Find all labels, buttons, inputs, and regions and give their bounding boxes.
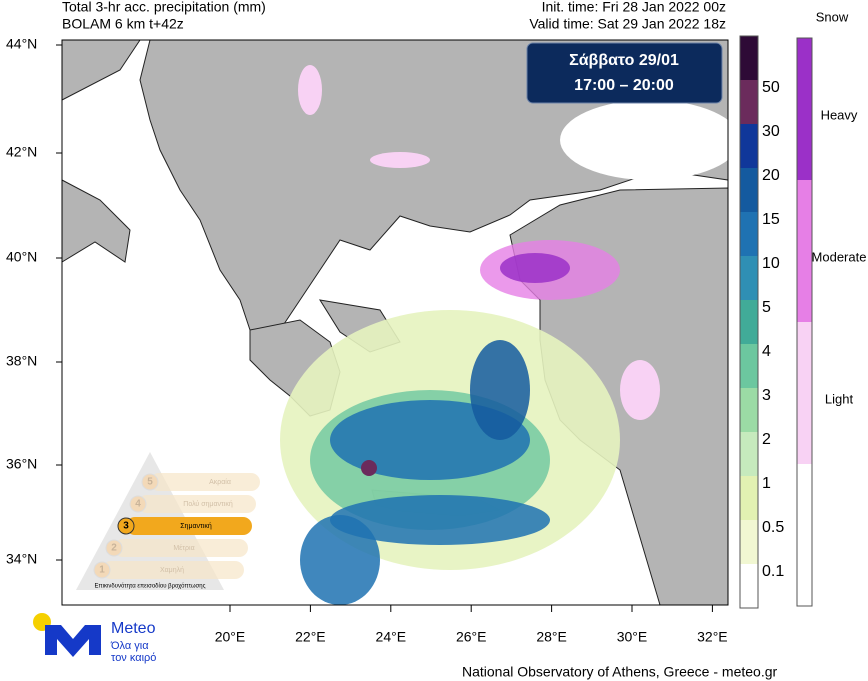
snow-segment xyxy=(797,464,812,606)
black-sea xyxy=(560,100,740,180)
valid-time: Valid time: Sat 29 Jan 2022 18z xyxy=(529,16,726,32)
hazard-pill xyxy=(126,517,252,535)
lon-label: 32°E xyxy=(697,629,728,645)
colorbar-segment xyxy=(740,432,758,476)
lat-label: 44°N xyxy=(6,36,37,52)
title: Total 3-hr acc. precipitation (mm) xyxy=(62,0,266,15)
colorbar-segment xyxy=(740,80,758,124)
lon-label: 28°E xyxy=(536,629,567,645)
date-box: Σάββατο 29/01 17:00 – 20:00 xyxy=(526,42,723,104)
hazard-number: 1 xyxy=(99,565,105,576)
colorbar-label: 30 xyxy=(762,123,780,140)
snow-title: Snow xyxy=(816,9,849,24)
colorbar-label: 0.5 xyxy=(762,519,784,536)
colorbar-segment xyxy=(740,344,758,388)
lon-label: 24°E xyxy=(376,629,407,645)
hazard-caption: Επικινδυνότητα επεισοδίου βροχόπτωσης xyxy=(95,583,206,590)
lon-label: 30°E xyxy=(617,629,648,645)
snow-frame xyxy=(796,37,813,607)
colorbar-segment xyxy=(740,300,758,344)
colorbar-segment xyxy=(740,124,758,168)
hazard-number: 5 xyxy=(147,477,153,488)
snow-label: Moderate xyxy=(812,250,867,265)
colorbar-segment xyxy=(740,212,758,256)
lon-label: 22°E xyxy=(295,629,326,645)
logo-slogan: Όλα για xyxy=(110,640,149,652)
logo-slogan: τον καιρό xyxy=(111,652,156,664)
colorbar-label: 1 xyxy=(762,475,771,492)
map-frame xyxy=(61,39,729,606)
colorbar-label: 4 xyxy=(762,343,771,360)
colorbar-label: 0.1 xyxy=(762,563,784,580)
model: BOLAM 6 km t+42z xyxy=(62,16,184,32)
snow-label: Light xyxy=(825,392,854,407)
precipitation xyxy=(280,65,660,605)
hazard-pill xyxy=(114,539,248,557)
lon-label: 20°E xyxy=(215,629,246,645)
colorbar-segment xyxy=(740,168,758,212)
lat-label: 36°N xyxy=(6,456,37,472)
hazard-label: Σημαντική xyxy=(180,523,212,530)
colorbar-label: 50 xyxy=(762,79,780,96)
lat-label: 42°N xyxy=(6,144,37,160)
hazard-pill xyxy=(138,495,256,513)
logo-name: Meteo xyxy=(111,620,156,637)
snow-segment xyxy=(797,38,812,180)
colorbar-segment xyxy=(740,36,758,80)
date-day: Σάββατο 29/01 xyxy=(569,52,679,69)
colorbar-label: 2 xyxy=(762,431,771,448)
hazard-pill xyxy=(150,473,260,491)
colorbar-segment xyxy=(740,520,758,564)
colorbar-label: 20 xyxy=(762,167,780,184)
map xyxy=(61,39,740,606)
hazard-badge xyxy=(105,539,123,557)
colorbar-label: 10 xyxy=(762,255,780,272)
hazard-label: Πολύ σημαντική xyxy=(183,500,233,508)
colorbar-label: 5 xyxy=(762,299,771,316)
snow-legend: Snow Heavy Moderate Light xyxy=(796,9,867,607)
date-box-bg xyxy=(526,42,723,104)
hazard-badge xyxy=(117,517,135,535)
date-hours: 17:00 – 20:00 xyxy=(574,77,674,94)
snow-segment xyxy=(797,322,812,464)
hazard-label: Μέτρια xyxy=(173,544,194,552)
hazard-number: 3 xyxy=(123,521,129,532)
lat-label: 38°N xyxy=(6,353,37,369)
colorbar-frame xyxy=(739,35,759,609)
hazard-label: Χαμηλή xyxy=(160,567,184,574)
hazard-badge xyxy=(93,561,111,579)
hazard-number: 2 xyxy=(111,543,117,554)
colorbar-label: 3 xyxy=(762,387,771,404)
precip-colorbar: 0.1 0.5 1 2 3 4 5 10 15 20 30 50 xyxy=(739,35,784,609)
hazard-label: Ακραία xyxy=(209,478,231,486)
colorbar-segment xyxy=(740,256,758,300)
colorbar-label: 15 xyxy=(762,211,780,228)
logo: Meteo Όλα για τον καιρό xyxy=(33,613,156,664)
colorbar-segment xyxy=(740,564,758,608)
lat-label: 40°N xyxy=(6,249,37,265)
snow-label: Heavy xyxy=(821,108,858,123)
snow-segment xyxy=(797,180,812,322)
logo-mark xyxy=(45,625,101,657)
hazard-badge xyxy=(129,495,147,513)
hazard-pyramid: 5 Ακραία 4 Πολύ σημαντική 3 Σημαντική 2 Μέτρια 1… xyxy=(76,452,260,590)
init-time: Init. time: Fri 28 Jan 2022 00z xyxy=(542,0,726,15)
hazard-pill xyxy=(102,561,244,579)
lon-label: 26°E xyxy=(456,629,487,645)
colorbar-segment xyxy=(740,388,758,432)
header: Total 3-hr acc. precipitation (mm) BOLAM… xyxy=(62,0,726,32)
hazard-number: 4 xyxy=(135,499,141,510)
lat-label: 34°N xyxy=(6,551,37,567)
footer: National Observatory of Athens, Greece -… xyxy=(462,664,777,680)
colorbar-segment xyxy=(740,476,758,520)
axes: 44°N 42°N 40°N 38°N 36°N 34°N 20°E 22°E 24°E 26°E… xyxy=(6,36,728,645)
hazard-badge xyxy=(141,473,159,491)
